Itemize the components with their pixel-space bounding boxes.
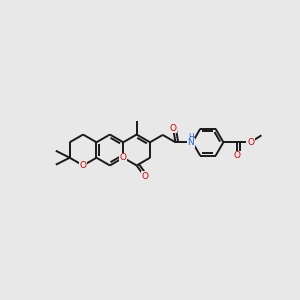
Text: O: O <box>169 124 177 133</box>
Text: O: O <box>247 138 254 147</box>
Text: N: N <box>188 138 194 147</box>
Text: H: H <box>188 133 194 142</box>
Text: O: O <box>234 152 241 160</box>
Text: O: O <box>80 161 87 170</box>
Text: O: O <box>120 153 127 162</box>
Text: O: O <box>142 172 149 181</box>
